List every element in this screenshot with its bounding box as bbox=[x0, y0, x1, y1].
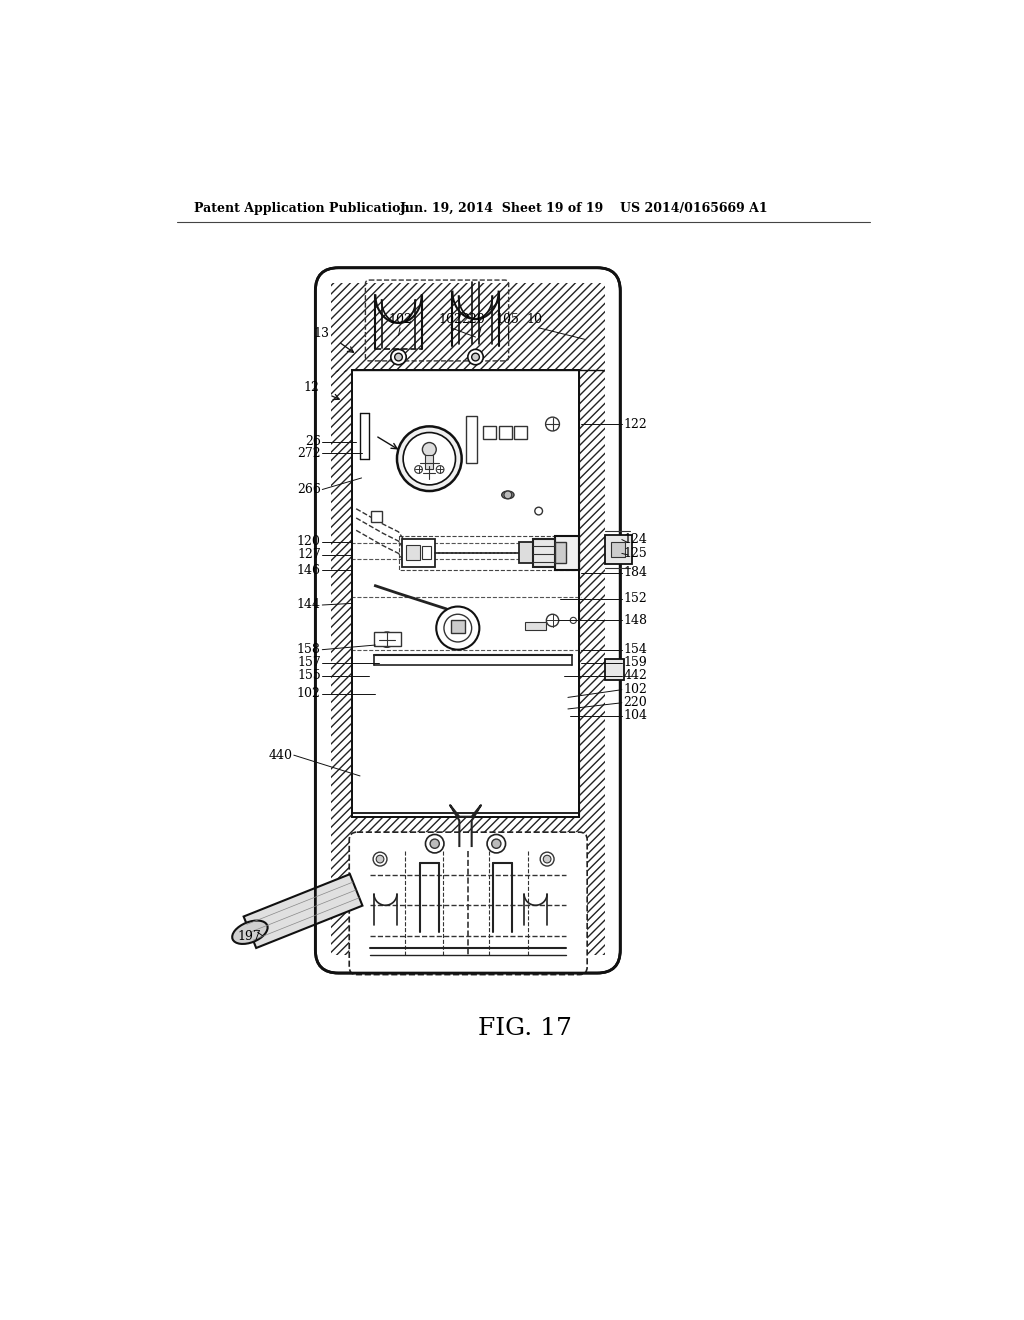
Ellipse shape bbox=[502, 491, 514, 499]
Circle shape bbox=[379, 632, 394, 647]
Text: Jun. 19, 2014  Sheet 19 of 19: Jun. 19, 2014 Sheet 19 of 19 bbox=[400, 202, 604, 215]
Circle shape bbox=[430, 840, 439, 849]
Text: 146: 146 bbox=[297, 564, 321, 577]
Circle shape bbox=[535, 507, 543, 515]
Text: 122: 122 bbox=[624, 417, 647, 430]
Ellipse shape bbox=[232, 920, 267, 944]
Circle shape bbox=[422, 442, 436, 457]
FancyBboxPatch shape bbox=[315, 268, 621, 973]
Text: 440: 440 bbox=[268, 748, 292, 762]
Bar bbox=[331, 370, 352, 817]
Circle shape bbox=[504, 491, 512, 499]
Bar bbox=[483, 426, 497, 440]
FancyBboxPatch shape bbox=[349, 832, 587, 974]
Circle shape bbox=[570, 618, 577, 623]
Bar bbox=[580, 370, 605, 817]
Text: 157: 157 bbox=[297, 656, 321, 669]
Text: 105: 105 bbox=[496, 313, 520, 326]
Text: 104: 104 bbox=[624, 709, 647, 722]
Text: 184: 184 bbox=[624, 566, 647, 579]
Circle shape bbox=[394, 354, 402, 360]
Circle shape bbox=[444, 614, 472, 642]
Text: 220: 220 bbox=[624, 696, 647, 709]
Circle shape bbox=[492, 840, 501, 849]
Circle shape bbox=[468, 350, 483, 364]
Text: 148: 148 bbox=[624, 614, 647, 627]
Text: 152: 152 bbox=[624, 593, 647, 606]
Text: 13: 13 bbox=[313, 327, 330, 341]
Text: 124: 124 bbox=[624, 533, 647, 546]
Bar bbox=[331, 817, 605, 956]
Circle shape bbox=[541, 853, 554, 866]
Text: 102: 102 bbox=[388, 313, 412, 326]
Bar bbox=[611, 543, 625, 557]
Bar bbox=[352, 370, 580, 817]
Text: 442: 442 bbox=[624, 669, 647, 682]
Bar bbox=[555, 536, 580, 570]
Bar bbox=[422, 546, 431, 558]
Bar bbox=[514, 426, 527, 440]
Bar bbox=[605, 659, 625, 681]
Circle shape bbox=[472, 354, 479, 360]
Bar bbox=[402, 539, 435, 566]
Bar bbox=[331, 284, 605, 372]
Circle shape bbox=[436, 466, 444, 474]
Text: 266: 266 bbox=[297, 483, 321, 496]
Bar bbox=[499, 426, 512, 440]
Bar bbox=[371, 511, 382, 521]
Text: 197: 197 bbox=[238, 929, 261, 942]
Text: 102: 102 bbox=[438, 313, 462, 326]
Bar bbox=[605, 535, 632, 564]
Text: 158: 158 bbox=[297, 643, 321, 656]
Text: 159: 159 bbox=[624, 656, 647, 669]
Circle shape bbox=[425, 834, 444, 853]
Circle shape bbox=[397, 426, 462, 491]
Bar bbox=[425, 455, 433, 469]
Text: 102: 102 bbox=[624, 684, 647, 696]
Circle shape bbox=[546, 417, 559, 430]
Circle shape bbox=[487, 834, 506, 853]
Text: US 2014/0165669 A1: US 2014/0165669 A1 bbox=[620, 202, 767, 215]
Circle shape bbox=[373, 853, 387, 866]
Bar bbox=[451, 619, 465, 634]
Text: 154: 154 bbox=[624, 643, 647, 656]
Bar bbox=[466, 416, 477, 462]
Text: 125: 125 bbox=[624, 546, 647, 560]
Bar bbox=[524, 622, 547, 630]
Bar bbox=[374, 632, 400, 645]
Circle shape bbox=[436, 607, 479, 649]
Circle shape bbox=[403, 433, 456, 484]
Circle shape bbox=[391, 350, 407, 364]
Text: FIG. 17: FIG. 17 bbox=[478, 1016, 571, 1040]
Bar bbox=[398, 536, 580, 570]
Circle shape bbox=[376, 855, 384, 863]
Circle shape bbox=[415, 466, 422, 474]
Bar bbox=[555, 543, 565, 564]
Text: 120: 120 bbox=[297, 536, 321, 548]
Text: 10: 10 bbox=[526, 313, 543, 326]
Circle shape bbox=[544, 855, 551, 863]
Text: 155: 155 bbox=[297, 669, 321, 682]
Text: 26: 26 bbox=[305, 436, 321, 449]
Bar bbox=[534, 539, 555, 566]
Text: 220: 220 bbox=[462, 313, 485, 326]
Bar bbox=[519, 543, 534, 564]
Polygon shape bbox=[244, 874, 362, 948]
Text: 144: 144 bbox=[297, 598, 321, 611]
Circle shape bbox=[547, 614, 559, 627]
Text: 127: 127 bbox=[297, 548, 321, 561]
Text: 102: 102 bbox=[297, 686, 321, 700]
Bar bbox=[407, 545, 420, 560]
Text: Patent Application Publication: Patent Application Publication bbox=[194, 202, 410, 215]
Text: 12: 12 bbox=[303, 381, 319, 395]
Text: 272: 272 bbox=[297, 446, 321, 459]
